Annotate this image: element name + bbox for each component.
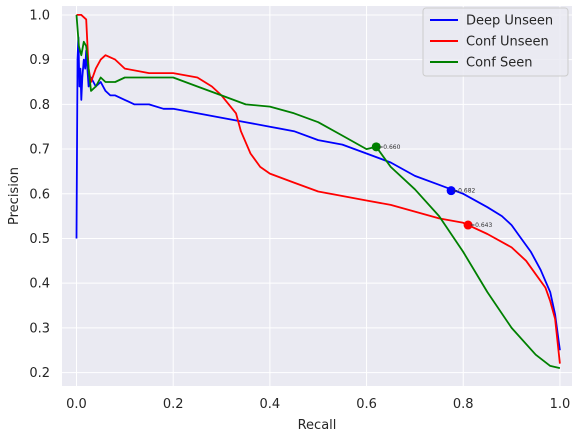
y-tick-label: 0.6 [29,187,50,202]
legend-box [422,7,569,77]
y-tick-label: 0.7 [29,143,50,158]
x-tick-label: 0.6 [356,397,377,412]
y-tick-label: 0.2 [29,366,50,381]
y-tick-label: 0.3 [29,321,50,336]
annotation-layer: =0.660 =0.682 =0.643 [371,142,492,230]
legend-entry: Conf Seen [466,56,532,71]
legend-entry: Deep Unseen [466,14,553,29]
annotation-label: =0.682 [453,188,475,195]
series-line-deep-unseen [75,36,561,351]
y-tick-labels: 0.2 0.3 0.4 0.5 0.6 0.7 0.8 0.9 1.0 [29,8,50,381]
x-tick-label: 0.0 [66,397,87,412]
y-tick-label: 0.4 [29,277,50,292]
x-tick-label: 0.4 [260,397,281,412]
series-layer [75,13,561,369]
series-line-conf-seen [75,14,561,369]
y-tick-label: 0.8 [29,98,50,113]
legend: Deep Unseen Conf Unseen Conf Seen [422,7,569,77]
annotation-label: =0.643 [470,222,492,229]
y-tick-label: 1.0 [29,8,50,23]
y-tick-label: 0.9 [29,53,50,68]
x-tick-label: 1.0 [550,397,571,412]
x-tick-labels: 0.0 0.2 0.4 0.6 0.8 1.0 [66,397,570,412]
annotation-point [446,186,456,196]
x-tick-label: 0.8 [453,397,474,412]
x-tick-label: 0.2 [163,397,184,412]
grid [62,6,572,386]
y-tick-label: 0.5 [29,232,50,247]
y-axis-label: Precision [7,167,22,225]
annotation-point [371,142,381,152]
legend-entry: Conf Unseen [466,35,549,50]
series-line-conf-unseen [76,13,561,364]
annotation-label: =0.660 [378,144,400,151]
annotation-point [463,220,473,230]
x-axis-label: Recall [298,418,337,433]
